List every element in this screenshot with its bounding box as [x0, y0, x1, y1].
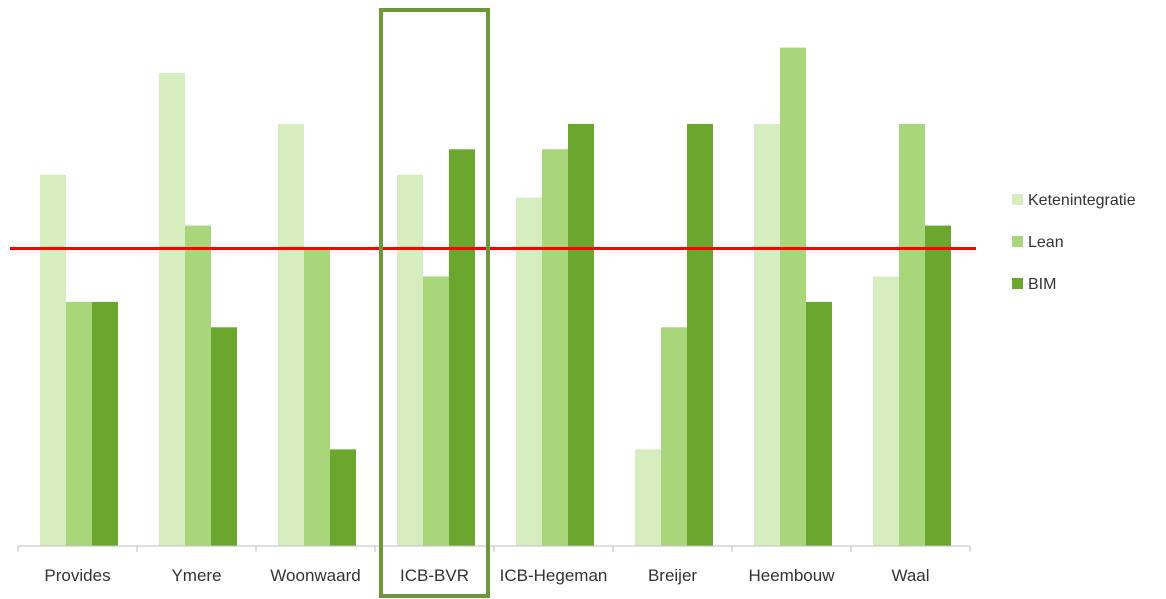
x-tick-label-icb-bvr: ICB-BVR	[400, 566, 469, 585]
highlight-group	[379, 8, 490, 598]
legend-label-lean: Lean	[1028, 234, 1064, 251]
legend-swatch-bim	[1012, 278, 1023, 289]
bar-ymere-bim	[211, 327, 237, 546]
bar-heembouw-bim	[806, 301, 832, 546]
bar-woonwaard-bim	[330, 449, 356, 546]
bar-provides-lean	[66, 301, 92, 546]
legend-swatch-lean	[1012, 236, 1023, 247]
highlight-frame-icb-bvr	[379, 8, 490, 598]
x-tick-label-icb-hegeman: ICB-Hegeman	[500, 566, 608, 585]
bar-icb-hegeman-ketenintegratie	[516, 197, 542, 546]
bar-breijer-lean	[661, 327, 687, 546]
x-axis-ticks	[17, 546, 971, 552]
bar-waal-ketenintegratie	[873, 276, 899, 546]
x-tick-label-provides: Provides	[44, 566, 110, 585]
bar-icb-bvr-ketenintegratie	[397, 174, 423, 546]
bar-heembouw-ketenintegratie	[754, 123, 780, 547]
bar-waal-lean	[899, 123, 925, 547]
x-tick-label-heembouw: Heembouw	[749, 566, 836, 585]
bar-ymere-ketenintegratie	[159, 73, 185, 546]
bar-icb-bvr-bim	[449, 149, 475, 547]
x-tick-label-waal: Waal	[891, 566, 929, 585]
x-tick-label-woonwaard: Woonwaard	[270, 566, 360, 585]
bar-waal-bim	[925, 225, 951, 546]
bar-breijer-ketenintegratie	[635, 449, 661, 546]
bar-icb-bvr-lean	[423, 276, 449, 546]
legend-label-bim: BIM	[1028, 276, 1056, 293]
legend-swatch-ketenintegratie	[1012, 194, 1023, 205]
bar-woonwaard-ketenintegratie	[278, 123, 304, 547]
bar-woonwaard-lean	[304, 248, 330, 546]
bar-heembouw-lean	[780, 47, 806, 546]
bar-icb-hegeman-bim	[568, 123, 594, 547]
legend: Ketenintegratie Lean BIM	[1012, 192, 1136, 293]
bar-provides-bim	[92, 301, 118, 546]
bars-group	[40, 47, 951, 547]
x-tick-label-ymere: Ymere	[171, 566, 221, 585]
bar-icb-hegeman-lean	[542, 149, 568, 547]
legend-label-ketenintegratie: Ketenintegratie	[1028, 192, 1136, 209]
bar-ymere-lean	[185, 225, 211, 546]
x-tick-label-breijer: Breijer	[648, 566, 697, 585]
x-axis-tick-labels: Provides Ymere Woonwaard ICB-BVR ICB-Hegeman…	[44, 566, 929, 585]
bar-provides-ketenintegratie	[40, 174, 66, 546]
bar-breijer-bim	[687, 123, 713, 547]
